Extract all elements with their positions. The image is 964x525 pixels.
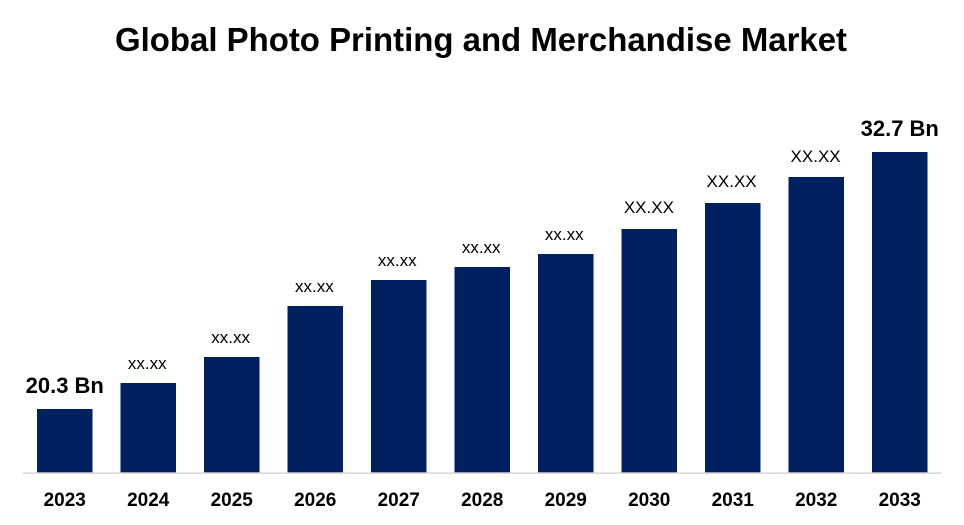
svg-text:20.3 Bn: 20.3 Bn bbox=[26, 373, 104, 398]
svg-text:XX.XX: XX.XX bbox=[624, 198, 674, 217]
svg-text:2027: 2027 bbox=[378, 490, 420, 511]
svg-text:2029: 2029 bbox=[545, 490, 587, 511]
svg-text:2030: 2030 bbox=[628, 490, 670, 511]
svg-text:32.7 Bn: 32.7 Bn bbox=[861, 116, 939, 141]
svg-text:2032: 2032 bbox=[795, 490, 837, 511]
svg-text:2024: 2024 bbox=[127, 490, 170, 511]
svg-text:2033: 2033 bbox=[879, 490, 921, 511]
svg-text:2026: 2026 bbox=[294, 490, 336, 511]
svg-text:xx.xx: xx.xx bbox=[128, 354, 167, 373]
svg-text:xx.xx: xx.xx bbox=[462, 238, 501, 257]
svg-text:xx.xx: xx.xx bbox=[295, 277, 334, 296]
svg-text:2031: 2031 bbox=[712, 490, 755, 511]
svg-text:XX.XX: XX.XX bbox=[707, 172, 757, 191]
svg-text:Global Photo Printing and Merc: Global Photo Printing and Merchandise Ma… bbox=[115, 22, 847, 59]
svg-text:XX.XX: XX.XX bbox=[791, 147, 841, 166]
svg-text:2028: 2028 bbox=[461, 490, 503, 511]
svg-text:2023: 2023 bbox=[44, 490, 86, 511]
svg-text:xx.xx: xx.xx bbox=[211, 328, 250, 347]
svg-text:xx.xx: xx.xx bbox=[378, 251, 417, 270]
svg-text:xx.xx: xx.xx bbox=[545, 225, 584, 244]
svg-text:2025: 2025 bbox=[211, 490, 254, 511]
